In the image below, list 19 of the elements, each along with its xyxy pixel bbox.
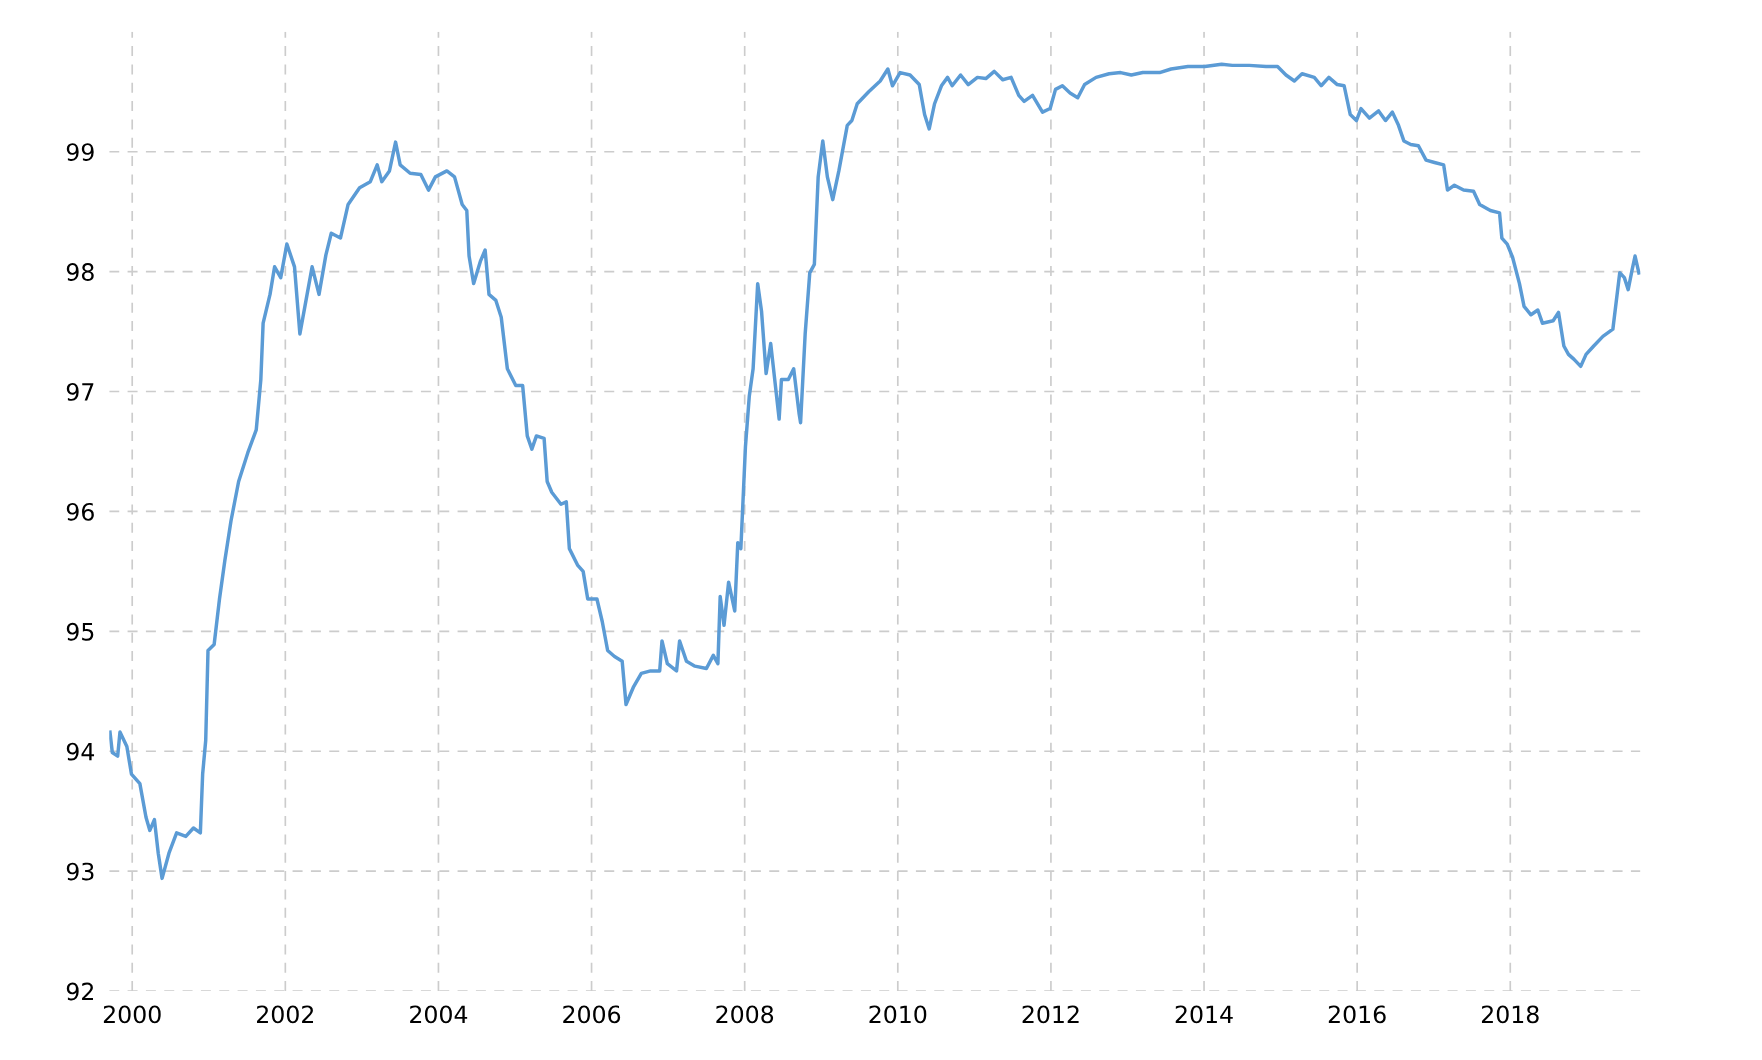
y-tick-label: 98 [66, 263, 94, 281]
x-tick-label: 2014 [1175, 1005, 1233, 1024]
y-tick-label: 97 [66, 382, 94, 401]
y-tick-label: 94 [66, 742, 95, 761]
line-series [109, 62, 1641, 881]
y-tick-label: 99 [66, 143, 94, 162]
y-tick-label: 96 [66, 502, 94, 521]
x-tick-label: 2016 [1328, 1005, 1386, 1024]
x-tick-label: 2010 [869, 1005, 927, 1024]
y-tick-label: 92 [66, 982, 93, 1001]
x-tick-label: 2018 [1481, 1005, 1539, 1024]
x-tick-label: 2008 [716, 1005, 774, 1024]
y-tick-label: 93 [66, 862, 94, 881]
x-tick-label: 2012 [1022, 1005, 1079, 1024]
y-tick-label: 95 [66, 622, 94, 641]
x-tick-label: 2000 [103, 1005, 161, 1024]
x-tick-label: 2002 [257, 1005, 314, 1024]
x-tick-label: 2004 [410, 1005, 468, 1024]
x-tick-label: 2006 [563, 1005, 621, 1024]
